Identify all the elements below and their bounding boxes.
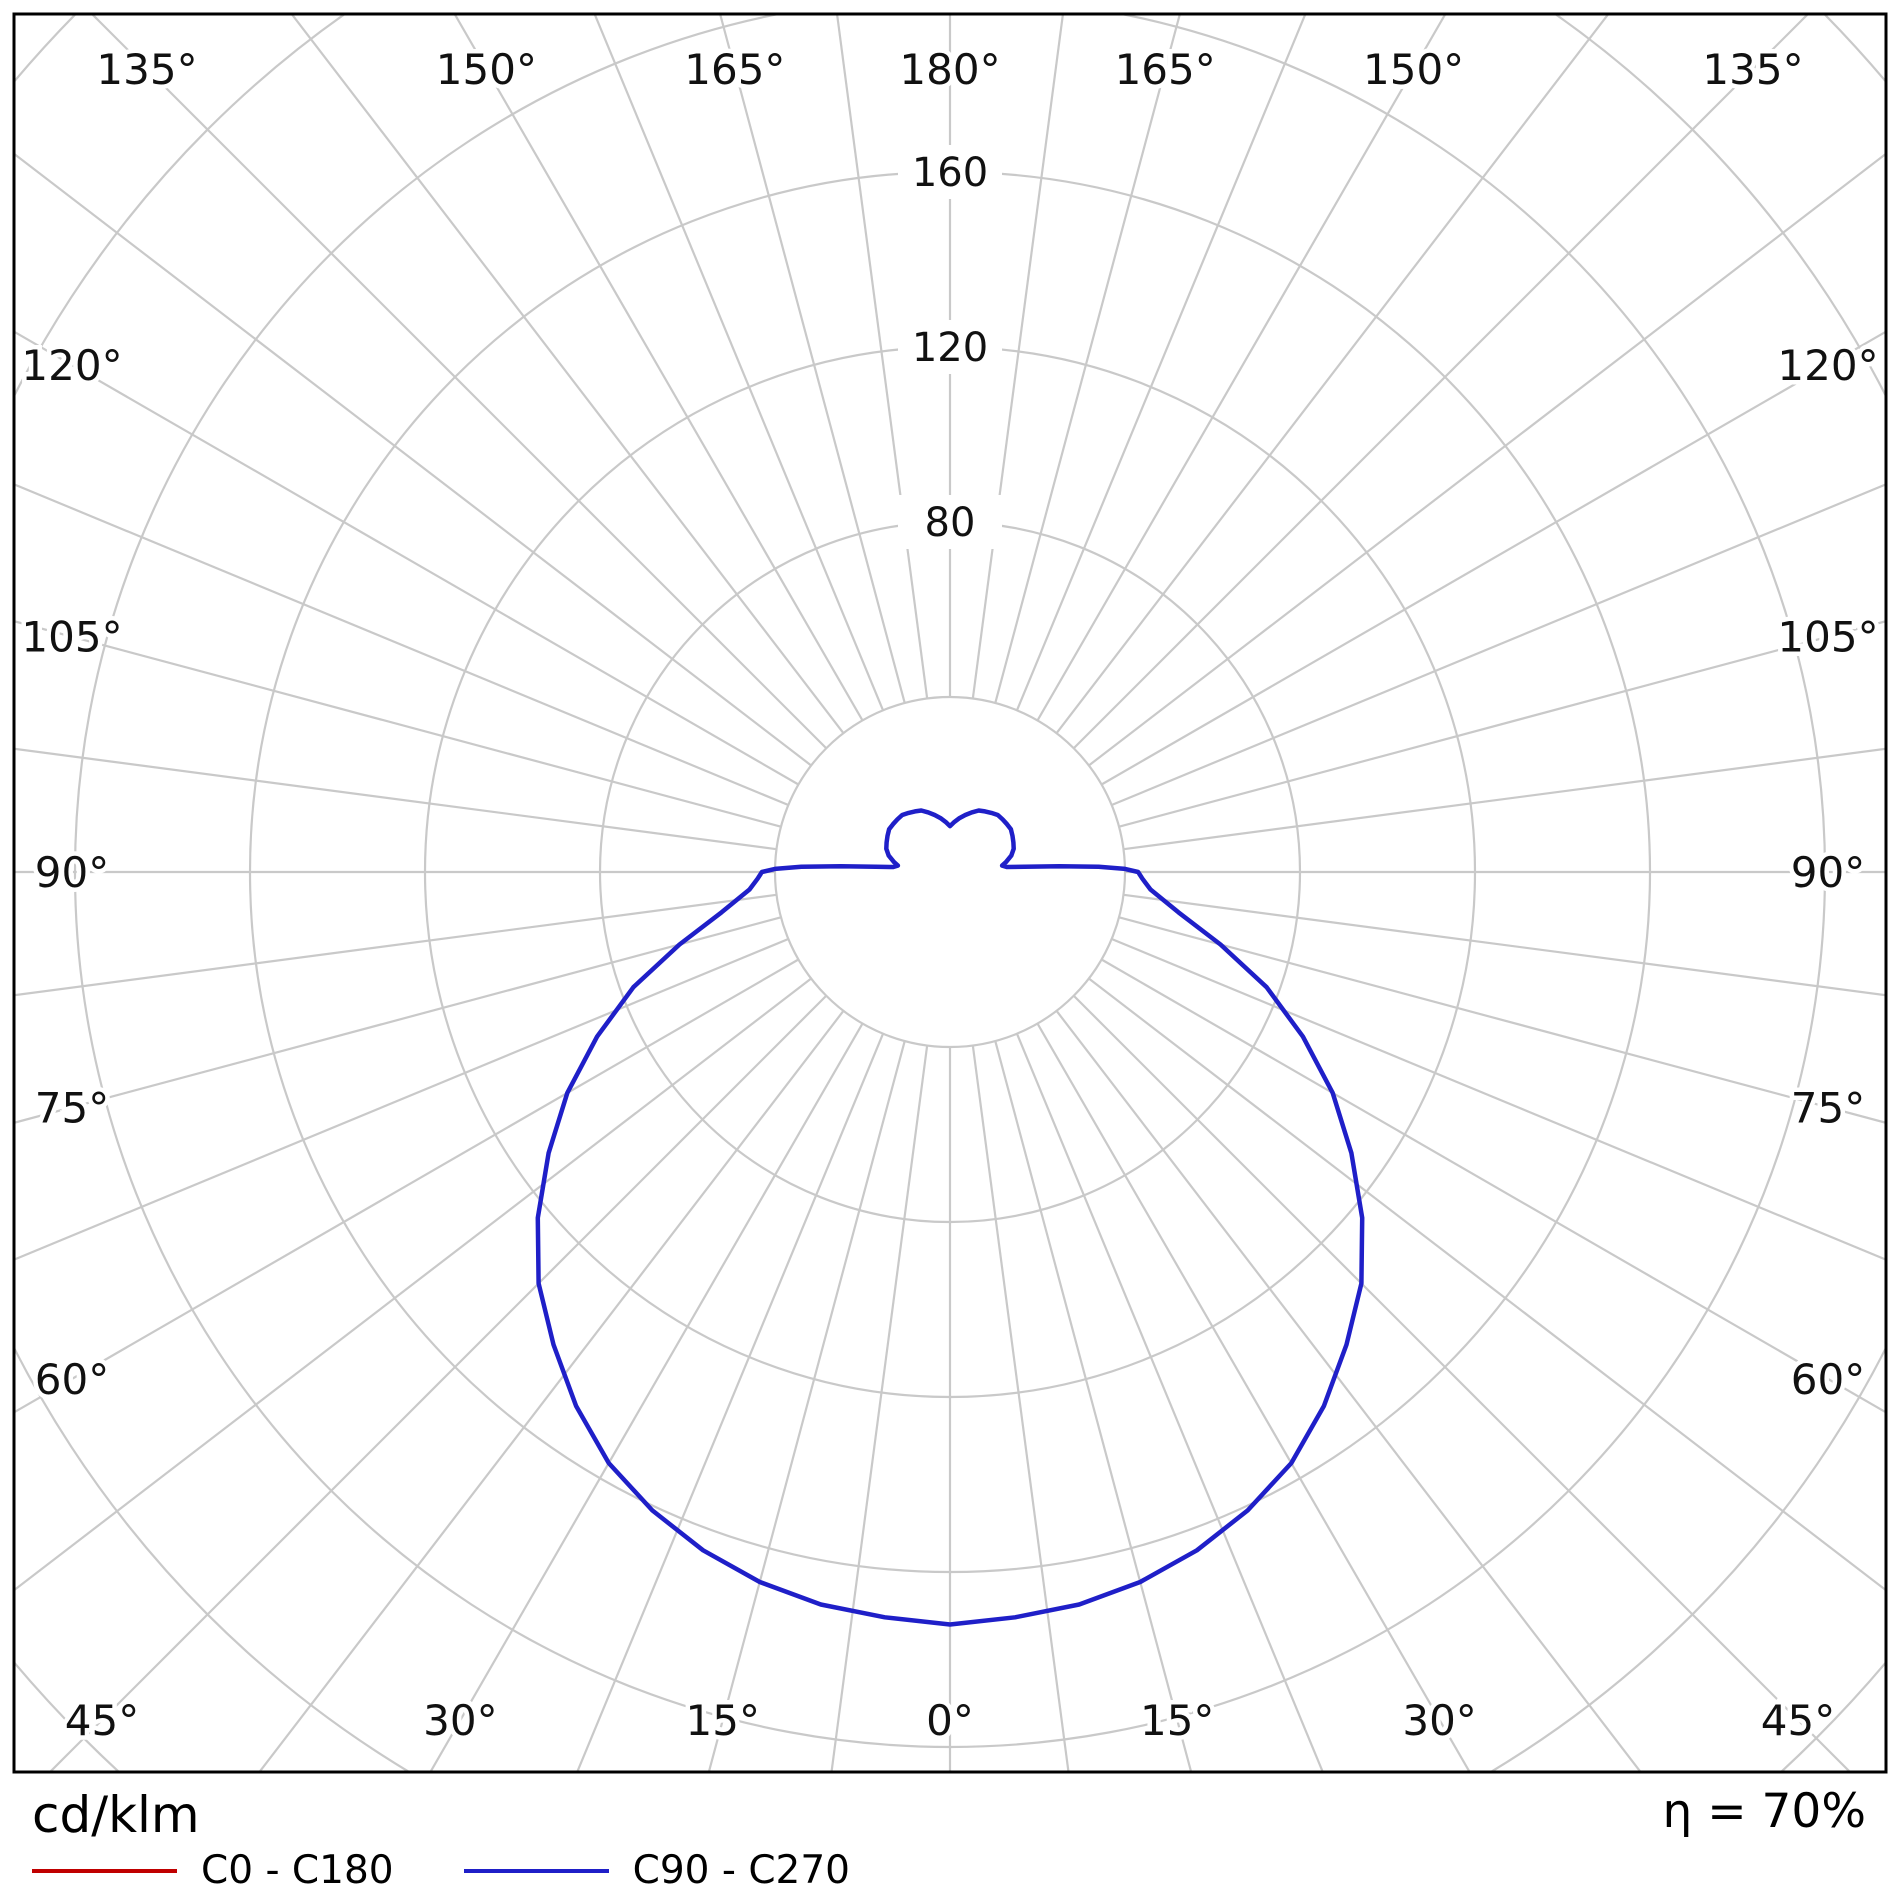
angle-label-135-left: 135° [96,45,197,94]
polar-grid-spoke [14,747,777,851]
efficiency-label: η = 70% [1662,1784,1866,1839]
legend: C0 - C180 C90 - C270 [32,1848,920,1893]
curves [535,808,1365,1627]
polar-grid-spoke [830,1045,929,1772]
polar-grid-spoke [453,14,864,721]
polar-grid-spoke [1101,330,1886,786]
polar-grid-spoke [14,893,777,997]
angle-label-30-right: 30° [1402,1696,1476,1745]
polar-grid-ring [773,695,1127,1049]
angle-label-30-left: 30° [423,1696,497,1745]
polar-grid-spoke [994,1040,1193,1772]
polar-grid-spoke [1088,152,1886,767]
angle-label-60-right: 60° [1791,1355,1865,1404]
polar-grid-spoke [1015,14,1307,711]
ring-label: 80 [925,500,976,546]
units-label: cd/klm [32,1786,200,1844]
angle-label-75-left: 75° [35,1083,109,1132]
polar-chart: 80 120 160 0° 15° 15° 30° 30° 45° 45° 60° 60° 75° 75°… [12,12,1888,1774]
angle-label-60-left: 60° [35,1355,109,1404]
curve-c90-c270 [535,808,1365,1627]
polar-grid-spoke [1123,893,1886,997]
polar-grid-spoke [1111,483,1886,807]
ring-labels: 80 120 160 [898,145,1002,549]
polar-grid [14,14,1886,1772]
ring-label-bg [898,495,1002,549]
angle-label-45-left: 45° [65,1696,139,1745]
legend-line-blue-icon [463,1868,609,1873]
angle-label-90-right: 90° [1791,848,1865,897]
polar-grid-spoke [14,916,782,1124]
angle-label-75-right: 75° [1791,1083,1865,1132]
polar-grid-spoke [593,14,885,711]
polar-grid-spoke [707,1040,906,1772]
legend-item-c0-c180: C0 - C180 [32,1848,394,1893]
legend-item-c90-c270: C90 - C270 [463,1848,850,1893]
polar-grid-spoke [1015,1033,1324,1772]
angle-label-135-right: 135° [1702,45,1803,94]
polar-grid-spoke [14,977,812,1592]
polar-grid-spoke [14,483,789,807]
polar-grid-spoke [1101,958,1886,1414]
angle-labels: 0° 15° 15° 30° 30° 45° 45° 60° 60° 75° 75° 90° 90° 10… [17,41,1883,1750]
polar-grid-spoke [1072,14,1810,750]
angle-label-165-right: 165° [1115,45,1216,94]
angle-label-120-left: 120° [21,341,122,390]
angle-label-120-right: 120° [1777,341,1878,390]
polar-grid-spoke [835,14,929,699]
ring-label: 160 [912,150,988,196]
ring-label-bg [898,320,1002,374]
polar-grid-spoke [1055,14,1610,734]
angle-label-150-left: 150° [436,45,537,94]
polar-grid-spoke [576,1033,885,1772]
ring-label-bg [898,145,1002,199]
angle-label-0-right: 0° [926,1696,974,1745]
polar-grid-spoke [1123,747,1886,851]
angle-label-15-right: 15° [1140,1696,1214,1745]
polar-grid-spoke [1036,1023,1471,1772]
angle-label-45-right: 45° [1761,1696,1835,1745]
legend-line-red-icon [32,1868,177,1873]
legend-label-c90-c270: C90 - C270 [632,1848,850,1893]
angle-label-105-left: 105° [21,613,122,662]
polar-grid-spoke [14,937,789,1261]
polar-grid-spoke [258,1010,845,1772]
polar-grid-spoke [90,14,828,750]
angle-label-150-right: 150° [1363,45,1464,94]
angle-label-180-right: 180° [899,45,1000,94]
polar-grid-spoke [48,994,828,1772]
polar-grid-spoke [1111,937,1886,1261]
polar-grid-spoke [1036,14,1447,721]
polar-grid-spoke [994,14,1182,704]
polar-grid-spoke [1072,994,1852,1772]
polar-grid-spoke [1088,977,1886,1592]
polar-grid-spoke [1055,1010,1642,1772]
polar-grid-spoke [429,1023,864,1772]
polar-grid-spoke [971,14,1065,699]
polar-grid-spoke [14,330,799,786]
polar-grid-spoke [14,152,812,767]
angle-label-15-left: 15° [686,1696,760,1745]
angle-label-90-left: 90° [35,848,109,897]
polar-grid-spoke [14,958,799,1414]
polar-grid-spoke [1118,916,1886,1124]
chart-frame [12,12,1888,1774]
legend-label-c0-c180: C0 - C180 [201,1848,394,1893]
polar-grid-spoke [290,14,845,734]
polar-grid-spoke [1118,620,1886,828]
polar-grid-spoke [971,1045,1070,1772]
ring-label: 120 [912,325,988,371]
polar-grid-spoke [14,620,782,828]
angle-label-165-left: 165° [684,45,785,94]
polar-grid-spoke [718,14,906,704]
angle-label-105-right: 105° [1777,613,1878,662]
